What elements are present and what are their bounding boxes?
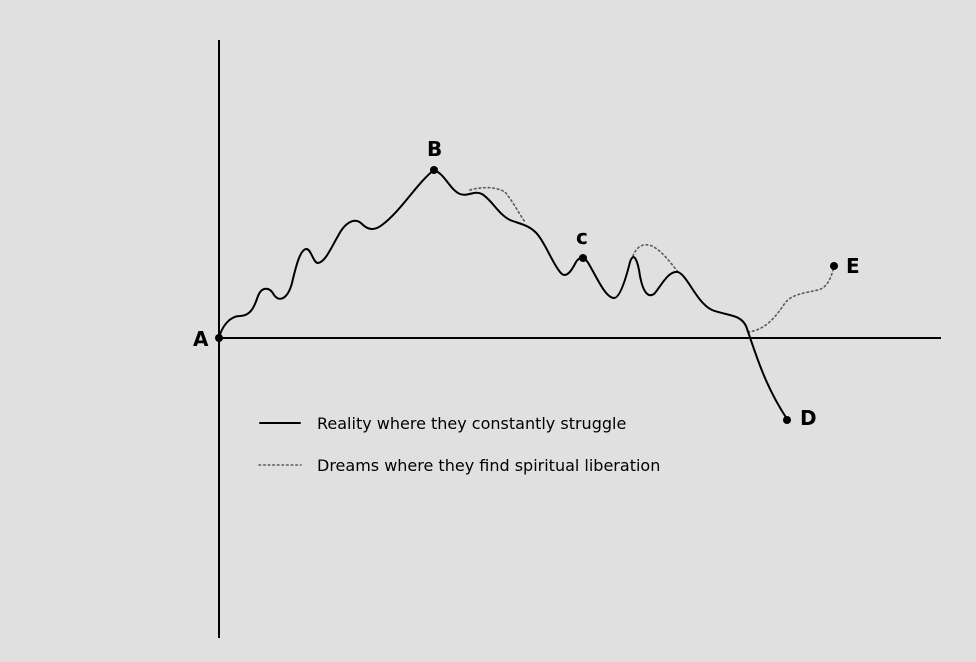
reality-curve — [218, 169, 788, 420]
dream-path-segment-2 — [632, 243, 679, 273]
point-d-marker — [783, 416, 791, 424]
point-a-label: A — [193, 327, 209, 351]
point-c-label: c — [576, 225, 588, 249]
point-a-marker — [215, 334, 223, 342]
point-c-marker — [579, 254, 587, 262]
legend-dreams-label: Dreams where they find spiritual liberat… — [317, 456, 660, 475]
dream-path-segment-1 — [469, 186, 526, 223]
point-d-label: D — [800, 406, 817, 430]
point-b-marker — [430, 166, 438, 174]
point-e-label: E — [846, 254, 860, 278]
legend-reality-label: Reality where they constantly struggle — [317, 414, 626, 433]
point-b-label: B — [427, 137, 442, 161]
dream-path-segment-3 — [747, 265, 835, 333]
legend: Reality where they constantly struggle D… — [258, 414, 660, 475]
point-e-marker — [830, 262, 838, 270]
